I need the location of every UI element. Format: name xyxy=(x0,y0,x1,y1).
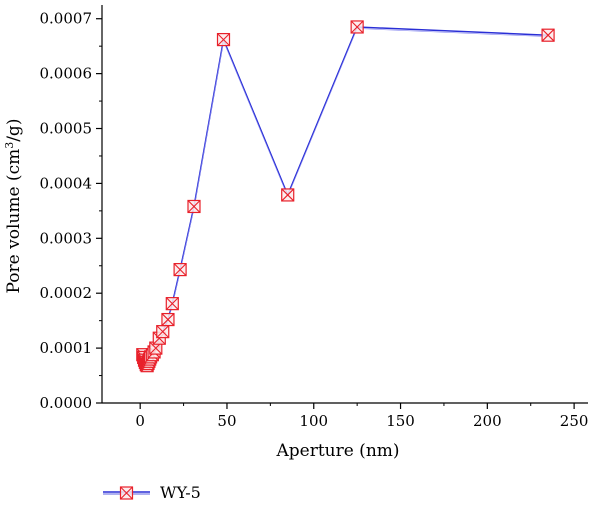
data-point xyxy=(216,32,231,47)
axes: 0.0000 0.0001 0.0002 0.0003 0.0004 0.0005 0.00… xyxy=(40,5,589,430)
y-axis-title-superscript: 3 xyxy=(3,142,16,149)
data-point xyxy=(541,28,555,42)
data-point xyxy=(165,297,179,311)
series-line-wy-5 xyxy=(142,26,549,367)
y-tick-label: 0.0007 xyxy=(40,10,93,28)
x-tick-label: 150 xyxy=(386,412,415,430)
series-line-wy-5-shadow xyxy=(142,28,549,368)
data-point xyxy=(281,188,295,202)
y-tick-label: 0.0002 xyxy=(40,284,93,302)
x-tick-label: 250 xyxy=(560,412,589,430)
legend-marker xyxy=(119,486,134,500)
y-axis-title: Pore volume (cm3/g) xyxy=(3,119,24,294)
data-point xyxy=(161,312,175,327)
y-tick-label: 0.0003 xyxy=(40,229,93,247)
y-tick-label: 0.0001 xyxy=(40,339,93,357)
axis-titles: Aperture (nm) Pore volume (cm3/g) xyxy=(3,119,400,461)
y-axis-title-tail: /g) xyxy=(4,119,24,142)
y-tick-label: 0.0004 xyxy=(40,174,93,192)
x-tick-label: 0 xyxy=(135,412,145,430)
x-tick-label: 50 xyxy=(217,412,236,430)
y-tick-label: 0.0005 xyxy=(40,120,93,138)
x-axis-title: Aperture (nm) xyxy=(275,441,399,461)
data-point xyxy=(187,199,201,214)
y-tick-label: 0.0000 xyxy=(40,394,93,412)
legend-label-wy-5: WY-5 xyxy=(160,483,201,501)
y-axis-title-main: Pore volume (cm xyxy=(4,149,24,294)
data-point xyxy=(119,486,134,500)
data-point xyxy=(173,263,187,277)
data-point xyxy=(156,325,170,339)
legend: WY-5 xyxy=(103,483,201,502)
data-point xyxy=(350,20,364,34)
x-tick-label: 200 xyxy=(473,412,502,430)
y-tick-label: 0.0006 xyxy=(40,65,93,83)
series-layer xyxy=(136,20,555,373)
x-tick-label: 100 xyxy=(299,412,328,430)
